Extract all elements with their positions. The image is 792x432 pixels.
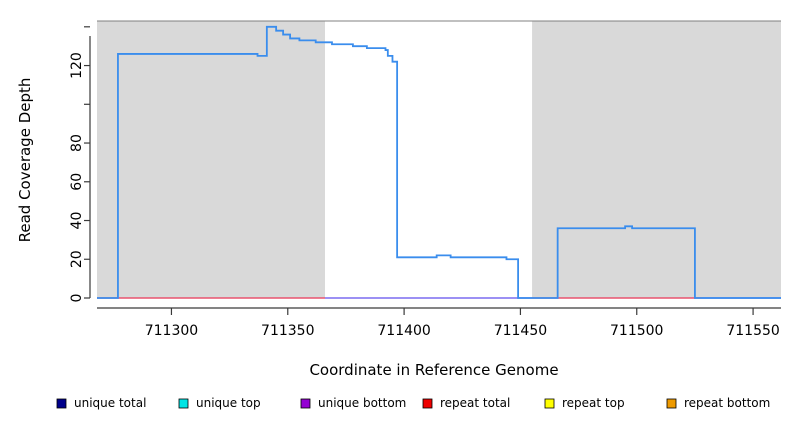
y-axis-title: Read Coverage Depth bbox=[16, 78, 34, 243]
legend-swatch bbox=[422, 398, 433, 409]
legend-item-repeat-top: repeat top bbox=[544, 396, 625, 410]
legend-label: repeat bottom bbox=[684, 396, 770, 410]
legend-item-repeat-bottom: repeat bottom bbox=[666, 396, 770, 410]
chart-legend: unique total unique top unique bottom repea… bbox=[56, 396, 770, 410]
coverage-trace-line bbox=[97, 25, 781, 299]
legend-label: unique top bbox=[196, 396, 261, 410]
legend-swatch bbox=[544, 398, 555, 409]
x-tick-label: 711350 bbox=[261, 323, 314, 339]
y-tick-label: 20 bbox=[69, 250, 85, 268]
y-tick-label: 80 bbox=[69, 134, 85, 152]
legend-swatch bbox=[300, 398, 311, 409]
x-axis-ticks bbox=[170, 308, 754, 315]
x-axis-tick-labels: 711300 711350 711400 711450 711500 711550 bbox=[145, 323, 780, 339]
legend-swatch bbox=[178, 398, 189, 409]
y-tick-label: 40 bbox=[69, 212, 85, 230]
y-tick-label: 120 bbox=[69, 52, 85, 79]
legend-label: unique total bbox=[74, 396, 146, 410]
coverage-trace-group bbox=[97, 25, 781, 299]
shaded-region-left bbox=[97, 21, 325, 298]
legend-item-unique-top: unique top bbox=[178, 396, 261, 410]
x-tick-label: 711400 bbox=[377, 323, 430, 339]
legend-label: repeat top bbox=[562, 396, 625, 410]
legend-swatch bbox=[56, 398, 67, 409]
x-axis: 711300 711350 711400 711450 711500 711550 bbox=[97, 307, 781, 339]
y-axis-tick-labels: 0 20 40 60 80 120 bbox=[69, 52, 85, 302]
x-tick-label: 711450 bbox=[494, 323, 547, 339]
shaded-regions bbox=[97, 21, 781, 298]
legend-label: unique bottom bbox=[318, 396, 406, 410]
x-tick-label: 711500 bbox=[610, 323, 663, 339]
x-tick-label: 711550 bbox=[726, 323, 779, 339]
y-tick-label: 0 bbox=[69, 294, 85, 303]
x-tick-label: 711300 bbox=[145, 323, 198, 339]
legend-item-repeat-total: repeat total bbox=[422, 396, 510, 410]
legend-item-unique-total: unique total bbox=[56, 396, 146, 410]
legend-label: repeat total bbox=[440, 396, 510, 410]
legend-item-unique-bottom: unique bottom bbox=[300, 396, 406, 410]
legend-swatch bbox=[666, 398, 677, 409]
y-axis-ticks bbox=[84, 26, 90, 299]
shaded-region-right bbox=[532, 21, 781, 298]
y-tick-label: 60 bbox=[69, 173, 85, 191]
x-axis-title: Coordinate in Reference Genome bbox=[309, 361, 558, 379]
y-axis: 0 20 40 60 80 120 bbox=[69, 26, 91, 302]
